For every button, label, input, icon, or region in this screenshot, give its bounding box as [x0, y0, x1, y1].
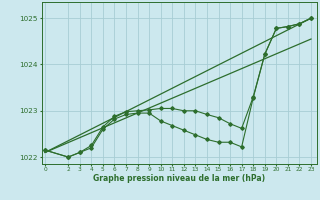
X-axis label: Graphe pression niveau de la mer (hPa): Graphe pression niveau de la mer (hPa) — [93, 174, 265, 183]
